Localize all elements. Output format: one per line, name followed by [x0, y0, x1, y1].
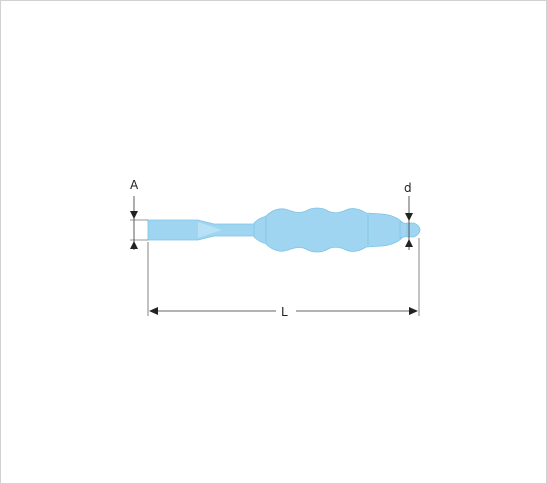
dimension-d-arrow-top: [405, 213, 413, 221]
handle-end-knob: [406, 222, 421, 238]
wavy-handle: [265, 207, 403, 253]
dimension-l: L: [147, 238, 420, 319]
dimension-a-label: A: [130, 178, 139, 192]
dimension-d: d: [404, 181, 413, 250]
dimension-l-arrow-left: [149, 307, 158, 315]
dimension-a-arrow-bottom: [130, 241, 138, 249]
dimension-d-label: d: [404, 181, 412, 195]
blade-tip: [198, 222, 222, 238]
dimension-l-label: L: [281, 305, 288, 319]
dimension-a: A: [130, 178, 148, 250]
dimension-l-arrow-right: [409, 307, 418, 315]
screwdriver-drawing: [147, 207, 421, 253]
dimension-a-arrow-top: [130, 211, 138, 219]
dimension-d-arrow-bottom: [405, 239, 413, 247]
